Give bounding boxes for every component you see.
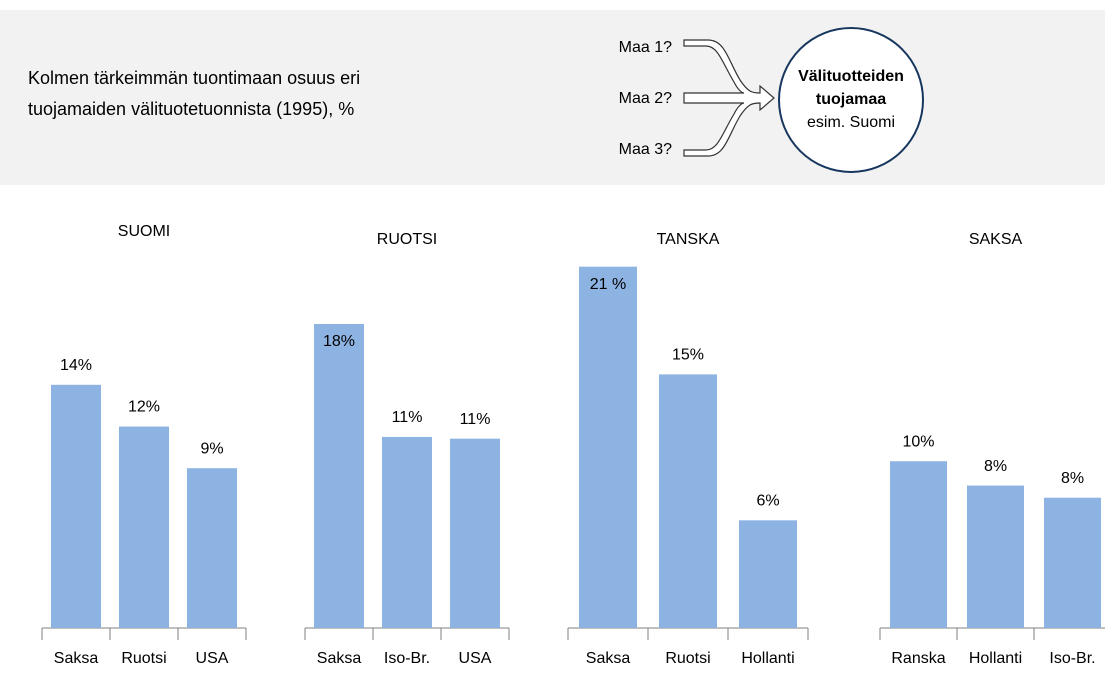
bar bbox=[890, 461, 947, 628]
bar bbox=[739, 520, 797, 628]
value-label: 18% bbox=[323, 333, 355, 350]
value-label: 12% bbox=[128, 399, 160, 416]
merge-arrow bbox=[683, 39, 775, 157]
value-label: 14% bbox=[60, 357, 92, 374]
x-tick-label: Ranska bbox=[891, 650, 945, 667]
bar bbox=[187, 468, 237, 628]
header-title: tuojamaiden välituotetuonnista (1995), % bbox=[28, 99, 354, 119]
header-panel bbox=[0, 10, 1105, 185]
chart-title: TANSKA bbox=[657, 231, 720, 248]
target-note: esim. Suomi bbox=[807, 114, 895, 131]
value-label: 6% bbox=[756, 493, 779, 510]
bar bbox=[579, 266, 637, 628]
x-tick-label: Iso-Br. bbox=[384, 650, 430, 667]
value-label: 11% bbox=[460, 411, 491, 428]
x-tick-label: USA bbox=[459, 650, 492, 667]
bar bbox=[1044, 497, 1101, 628]
x-tick-label: Saksa bbox=[54, 650, 99, 667]
bar bbox=[382, 436, 432, 628]
value-label: 10% bbox=[902, 433, 934, 450]
source-label: Maa 2? bbox=[619, 90, 672, 107]
source-label: Maa 3? bbox=[619, 141, 672, 158]
x-tick-label: Saksa bbox=[317, 650, 362, 667]
x-tick-label: Ruotsi bbox=[121, 650, 166, 667]
x-tick-label: Hollanti bbox=[741, 650, 794, 667]
x-tick-label: Saksa bbox=[586, 650, 631, 667]
value-label: 8% bbox=[1061, 470, 1084, 487]
bar bbox=[51, 384, 101, 628]
x-tick-label: Iso-Br. bbox=[1049, 650, 1095, 667]
value-label: 11% bbox=[392, 409, 423, 426]
target-label: tuojamaa bbox=[816, 91, 886, 108]
chart-title: SAKSA bbox=[969, 231, 1023, 248]
value-label: 9% bbox=[200, 440, 223, 457]
bar bbox=[314, 324, 364, 628]
value-label: 15% bbox=[672, 347, 704, 364]
value-label: 8% bbox=[984, 458, 1007, 475]
source-label: Maa 1? bbox=[619, 39, 672, 56]
chart-title: RUOTSI bbox=[377, 231, 437, 248]
bar bbox=[119, 426, 169, 628]
chart-title: SUOMI bbox=[118, 223, 170, 240]
bar bbox=[659, 374, 717, 628]
x-tick-label: Hollanti bbox=[969, 650, 1022, 667]
bar bbox=[450, 438, 500, 628]
target-circle bbox=[778, 27, 924, 173]
bar bbox=[967, 485, 1024, 628]
target-label: Välituotteiden bbox=[798, 68, 904, 85]
x-tick-label: USA bbox=[196, 650, 229, 667]
x-tick-label: Ruotsi bbox=[665, 650, 710, 667]
header-title: Kolmen tärkeimmän tuontimaan osuus eri bbox=[28, 68, 360, 88]
value-label: 21 % bbox=[590, 276, 626, 293]
